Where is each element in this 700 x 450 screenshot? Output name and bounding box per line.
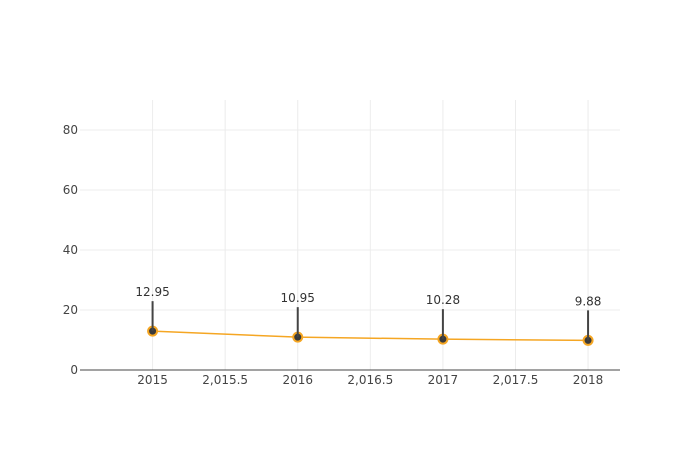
axes: 0 20 40 60 80 2015 2,015.5 2016 2,016.5 2017 2,017… bbox=[63, 123, 620, 387]
data-label: 10.95 bbox=[281, 291, 315, 305]
data-label: 12.95 bbox=[135, 285, 169, 299]
x-tick-label: 2,015.5 bbox=[202, 373, 248, 387]
data-label: 10.28 bbox=[426, 293, 460, 307]
x-tick-label: 2018 bbox=[573, 373, 604, 387]
x-tick-label: 2016 bbox=[282, 373, 313, 387]
y-tick-label: 20 bbox=[63, 303, 78, 317]
x-tick-label: 2015 bbox=[137, 373, 168, 387]
annotations: 12.95 10.95 10.28 9.88 bbox=[135, 285, 602, 341]
y-tick-label: 60 bbox=[63, 183, 78, 197]
x-tick-label: 2,017.5 bbox=[493, 373, 539, 387]
data-label: 9.88 bbox=[575, 294, 602, 308]
x-tick-label: 2017 bbox=[428, 373, 459, 387]
y-tick-label: 80 bbox=[63, 123, 78, 137]
y-tick-label: 40 bbox=[63, 243, 78, 257]
x-tick-label: 2,016.5 bbox=[347, 373, 393, 387]
grid bbox=[80, 100, 620, 370]
series-line bbox=[152, 330, 589, 342]
y-tick-label: 0 bbox=[70, 363, 78, 377]
